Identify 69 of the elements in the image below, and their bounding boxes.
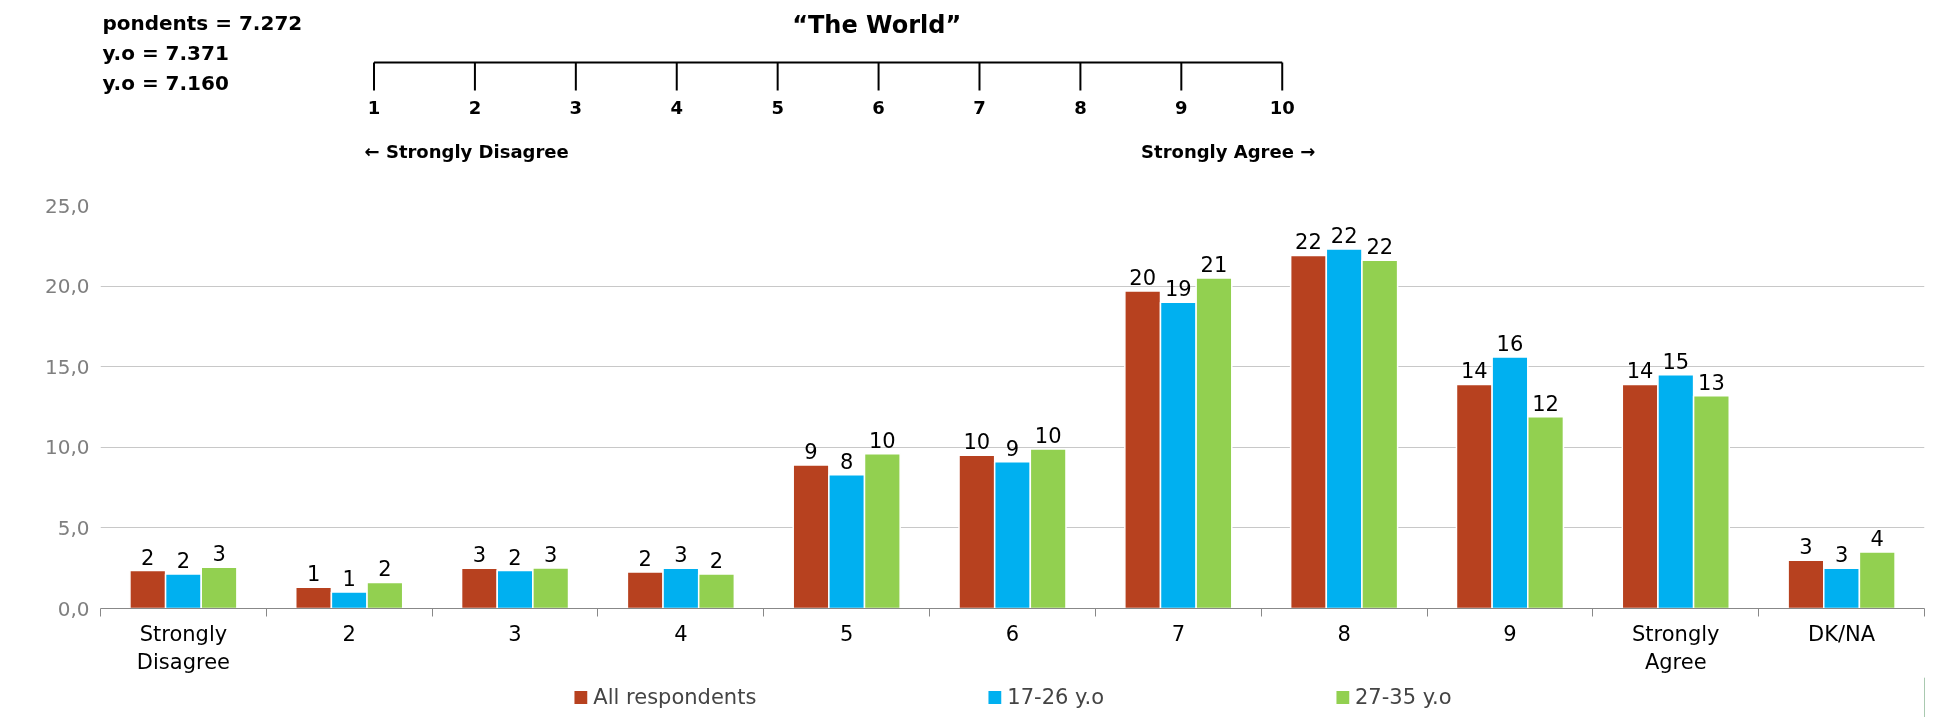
y-tick-label: 15,0	[44, 354, 90, 379]
text: 3	[569, 96, 583, 118]
text: y.o = 7.371	[102, 40, 229, 65]
text: ← Strongly Disagree	[364, 140, 569, 162]
text: Strongly Agree →	[1141, 140, 1316, 162]
data-label: 9	[804, 440, 818, 465]
data-label: 20	[1129, 265, 1157, 290]
x-tick-label: 5	[840, 621, 854, 646]
legend-label: 17-26 y.o	[1007, 685, 1104, 709]
chart-title: “The World”	[792, 10, 962, 39]
data-label: 2	[709, 549, 724, 573]
x-tick-label: 7	[1171, 621, 1186, 646]
data-label: 8	[840, 449, 854, 474]
x-tick-label: 2	[342, 621, 356, 646]
data-label: 1	[342, 566, 356, 591]
data-label: 21	[1200, 253, 1228, 278]
data-label: 2	[378, 557, 392, 582]
data-label: 14	[1460, 359, 1488, 384]
x-tick-label: 8	[1337, 621, 1351, 646]
data-label: 22	[1366, 235, 1394, 260]
data-label: 12	[1532, 391, 1559, 416]
y-tick-label: 0,0	[57, 596, 90, 621]
x-tick-label: Strongly Disagree	[136, 621, 230, 675]
data-label: 22	[1330, 224, 1358, 249]
data-label: 22	[1295, 230, 1322, 255]
text: 6	[872, 96, 885, 118]
data-label: 10	[963, 430, 991, 455]
y-tick-label: 10,0	[44, 435, 90, 460]
text: 5	[771, 96, 784, 118]
data-label: 15	[1662, 349, 1690, 374]
x-tick-label: 9	[1503, 621, 1517, 646]
text: y.o = 7.160	[102, 70, 229, 95]
text: 1	[367, 96, 381, 118]
x-tick-label: 4	[674, 621, 688, 646]
data-label: 13	[1698, 370, 1725, 395]
data-label: 3	[1799, 535, 1813, 560]
text: 8	[1074, 96, 1087, 118]
text: pondents = 7.272	[102, 10, 303, 35]
data-label: 2	[508, 545, 522, 570]
y-tick-label: 25,0	[44, 193, 90, 218]
x-tick-label: Strongly Agree	[1632, 621, 1720, 675]
y-tick-label: 5,0	[57, 515, 90, 540]
text: 2	[468, 96, 482, 118]
data-label: 3	[544, 542, 558, 567]
text: 7	[973, 96, 986, 118]
data-label: 1	[306, 562, 321, 587]
x-tick-label: DK/NA	[1808, 621, 1876, 646]
x-tick-label: 3	[508, 621, 522, 646]
data-label: 2	[176, 549, 191, 573]
data-label: 14	[1626, 359, 1654, 384]
data-label: 10	[1034, 423, 1062, 448]
data-label: 2	[141, 545, 155, 570]
data-label: 19	[1164, 277, 1192, 302]
data-label: 3	[212, 542, 226, 567]
legend-label: All respondents	[593, 685, 757, 709]
data-label: 3	[472, 543, 487, 568]
data-label: 10	[868, 428, 896, 453]
data-label: 2	[638, 547, 652, 572]
data-label: 4	[1870, 527, 1884, 552]
data-label: 16	[1496, 332, 1524, 357]
x-tick-label: 6	[1005, 621, 1020, 646]
legend-label: 27-35 y.o	[1354, 685, 1452, 709]
data-label: 9	[1005, 436, 1020, 461]
data-label: 3	[1834, 543, 1849, 568]
data-label: 3	[674, 543, 688, 568]
text: 4	[670, 96, 684, 118]
text: 10	[1269, 96, 1295, 118]
y-tick-label: 20,0	[44, 274, 90, 299]
text: 9	[1175, 96, 1188, 118]
